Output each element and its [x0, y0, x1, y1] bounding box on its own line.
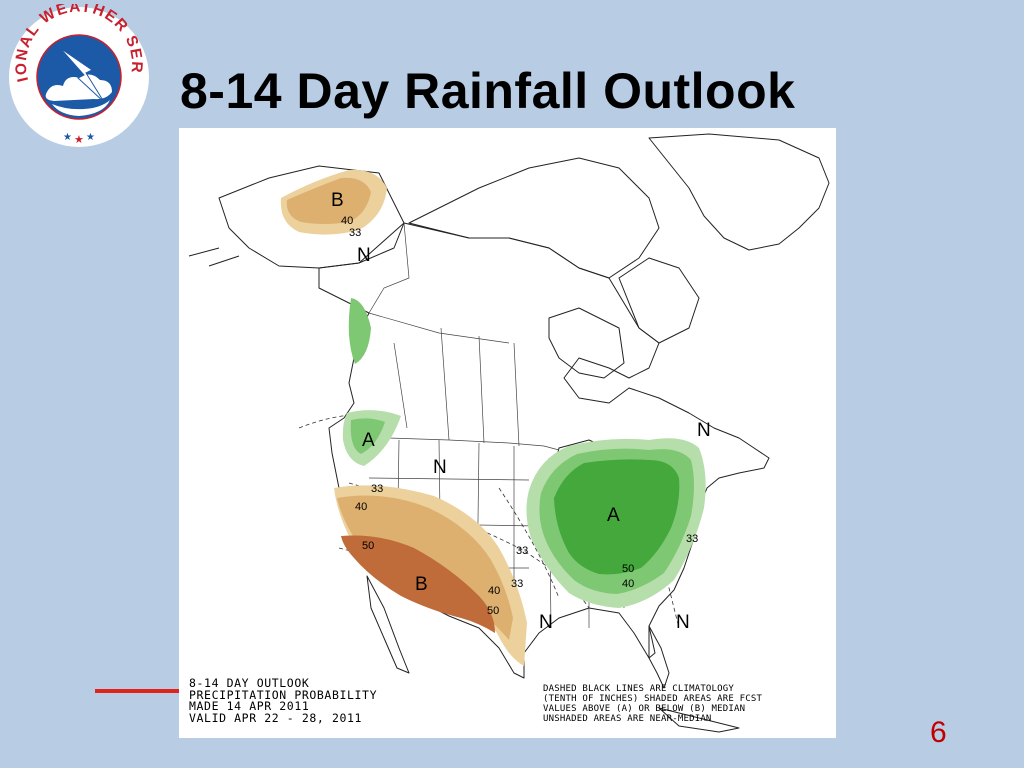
baja-outline [366, 575, 410, 674]
north-america-outline [318, 222, 770, 679]
southwest-below-label: B [415, 574, 428, 595]
southeast-near-median-label: N [676, 612, 690, 633]
contour-label: 40 [622, 578, 634, 590]
contour-label: 33 [371, 483, 383, 495]
contour-label: 40 [355, 501, 367, 513]
legend-line: (TENTH OF INCHES) SHADED AREAS ARE FCST [543, 694, 763, 704]
baffin-island-outline [618, 257, 700, 344]
accent-line [95, 689, 181, 693]
nws-logo-icon: NATIONAL WEATHER SERVICE ★ ★ ★ [0, 0, 152, 150]
slide-number: 6 [930, 716, 947, 749]
northwest-above-label: A [362, 430, 375, 451]
contour-label: 40 [488, 585, 500, 597]
svg-text:★: ★ [63, 132, 72, 143]
contour-label: 33 [511, 578, 523, 590]
canada-provinces [368, 312, 520, 447]
east-above-label: A [607, 505, 620, 526]
alaska-canada-border [368, 222, 410, 314]
map-legend-right: DASHED BLACK LINES ARE CLIMATOLOGY (TENT… [543, 684, 762, 724]
contour-label: 33 [686, 533, 698, 545]
alaska-outline [218, 165, 405, 269]
southwest-below-area [334, 485, 527, 666]
florida-outline [648, 625, 670, 689]
texas-near-median-label: N [539, 612, 553, 633]
legend-line: VALUES ABOVE (A) OR BELOW (B) MEDIAN [543, 704, 746, 714]
aleutian-outline [188, 247, 240, 267]
precipitation-outlook-map: B N A N B A N N N 40 33 33 40 50 40 50 3… [179, 128, 836, 738]
east-above-area [526, 438, 706, 608]
slide-title: 8-14 Day Rainfall Outlook [180, 63, 796, 119]
greenland-outline [648, 133, 830, 251]
contour-labels: 40 33 33 40 50 40 50 33 33 33 50 40 [341, 215, 698, 617]
alaska-below-label: B [331, 190, 344, 211]
land-outlines [188, 133, 830, 733]
new-england-near-median-label: N [697, 420, 711, 441]
contour-label: 50 [622, 563, 634, 575]
contour-label: 33 [349, 227, 361, 239]
legend-line: UNSHADED AREAS ARE NEAR-MEDIAN [543, 714, 712, 724]
hudson-bay-outline [548, 307, 625, 379]
montana-near-median-label: N [433, 457, 447, 478]
alaska-below-area [280, 169, 387, 235]
legend-line: DASHED BLACK LINES ARE CLIMATOLOGY [543, 684, 735, 694]
legend-line: PRECIPITATION PROBABILITY [189, 687, 378, 702]
legend-line: 8-14 DAY OUTLOOK [189, 676, 310, 690]
northwest-above-area [342, 298, 401, 466]
contour-label: 33 [516, 545, 528, 557]
contour-label: 40 [341, 215, 353, 227]
contour-label: 50 [487, 605, 499, 617]
contour-label: 50 [362, 540, 374, 552]
legend-line: MADE 14 APR 2011 [189, 699, 310, 713]
region-labels: B N A N B A N N N [331, 190, 711, 633]
arctic-islands-outline [408, 157, 660, 279]
map-legend-left: 8-14 DAY OUTLOOK PRECIPITATION PROBABILI… [189, 676, 378, 725]
legend-line: VALID APR 22 - 28, 2011 [189, 710, 363, 725]
svg-text:★: ★ [74, 133, 84, 146]
svg-text:★: ★ [86, 132, 95, 143]
alaska-near-median-label: N [357, 245, 371, 266]
cuba-outline [658, 707, 740, 733]
